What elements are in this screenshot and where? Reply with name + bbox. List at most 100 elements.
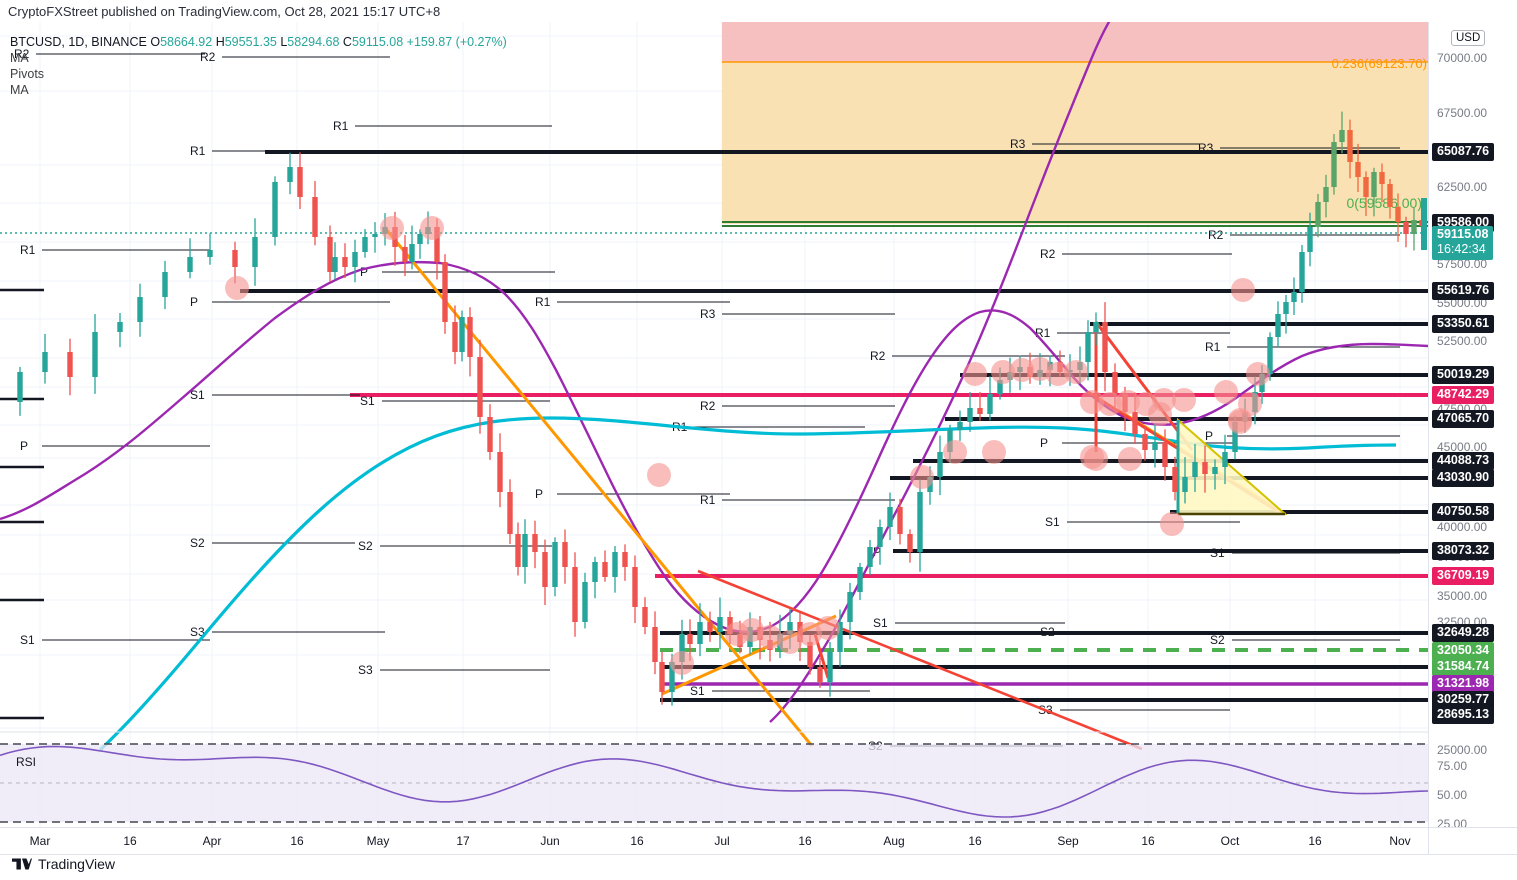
candle-body xyxy=(867,547,873,567)
candle-body xyxy=(687,634,693,644)
candle-body xyxy=(997,380,1003,394)
price-gridline-tick: 57500.00 xyxy=(1437,257,1488,271)
signal-marker[interactable] xyxy=(963,362,987,386)
candle-body xyxy=(452,322,458,352)
candle-body xyxy=(352,252,358,267)
signal-marker[interactable] xyxy=(1231,278,1255,302)
signal-marker[interactable] xyxy=(1160,512,1184,536)
signal-marker[interactable] xyxy=(1064,360,1088,384)
signal-marker[interactable] xyxy=(1098,392,1122,416)
pivot-label: R2 xyxy=(14,47,30,61)
price-level-tag[interactable]: 44088.73 xyxy=(1432,452,1495,470)
signal-marker[interactable] xyxy=(725,622,749,646)
rsi-subpane: RSI xyxy=(0,731,1428,823)
price-level-tag[interactable]: 40750.58 xyxy=(1432,503,1495,521)
candle-body xyxy=(707,622,713,632)
pivot-label: S1 xyxy=(873,616,888,630)
candle-body xyxy=(372,234,378,237)
candle-body xyxy=(937,452,943,477)
candle-body xyxy=(562,542,568,567)
rsi-label: RSI xyxy=(16,755,36,769)
pivot-lines-layer: R2 R2 R1 R1 R1 P R1 P R3 R1 R2 R1 R3 R3 R2 R2 S1 S1 R2 R1 P P… xyxy=(14,47,1400,753)
candle-body xyxy=(187,257,193,272)
signal-marker[interactable] xyxy=(1118,447,1142,471)
signal-marker[interactable] xyxy=(778,630,802,654)
candle-body xyxy=(1232,422,1238,452)
price-level-tag[interactable]: 48742.29 xyxy=(1432,386,1495,404)
pivot-label: R1 xyxy=(20,243,36,257)
signal-marker[interactable] xyxy=(1046,362,1070,386)
signal-marker[interactable] xyxy=(1084,447,1108,471)
signal-marker[interactable] xyxy=(816,616,840,640)
pivot-label: P xyxy=(1205,429,1213,443)
time-axis-tick: May xyxy=(366,834,390,848)
rsi-axis-tick: 75.00 xyxy=(1437,759,1468,773)
candle-body xyxy=(532,534,538,552)
time-axis-tick: 16 xyxy=(798,834,812,848)
signal-marker[interactable] xyxy=(420,216,444,240)
signal-marker[interactable] xyxy=(670,651,694,675)
candle-body xyxy=(1275,314,1281,337)
signal-marker[interactable] xyxy=(380,216,404,240)
price-level-tag[interactable]: 30259.77 xyxy=(1432,691,1495,709)
candle-body xyxy=(847,592,853,622)
candle-body xyxy=(1347,130,1353,162)
signal-marker[interactable] xyxy=(1116,390,1140,414)
time-axis-tick: 16 xyxy=(1308,834,1322,848)
price-level-tag[interactable]: 43030.90 xyxy=(1432,469,1495,487)
signal-marker[interactable] xyxy=(758,625,782,649)
candle-body xyxy=(1299,252,1305,292)
price-level-tag[interactable]: 31321.98 xyxy=(1432,675,1495,693)
candle-body xyxy=(117,322,123,332)
candle-body xyxy=(487,417,493,452)
signal-marker[interactable] xyxy=(910,465,934,489)
pivot-label: R1 xyxy=(333,119,349,133)
price-level-tag[interactable]: 47065.70 xyxy=(1432,410,1495,428)
pivot-label: P xyxy=(360,265,368,279)
pivot-label: R2 xyxy=(1040,247,1056,261)
signal-marker[interactable] xyxy=(225,276,249,300)
signal-marker[interactable] xyxy=(1172,388,1196,412)
price-level-tag[interactable]: 65087.76 xyxy=(1432,143,1495,161)
current-price-tag[interactable]: 59115.08 16:42:34 xyxy=(1432,226,1494,260)
candle-body xyxy=(697,622,703,644)
time-axis[interactable]: Mar 16 Apr 16 May 17 Jun 16 Jul 16 Aug 16 Sep 16 Oct 16… xyxy=(0,827,1428,855)
price-level-tag[interactable]: 38073.32 xyxy=(1432,542,1495,560)
signal-marker[interactable] xyxy=(647,463,671,487)
signal-marker[interactable] xyxy=(991,360,1015,384)
time-axis-tick: 16 xyxy=(1141,834,1155,848)
pivot-label: R2 xyxy=(700,399,716,413)
price-level-tag[interactable]: 32050.34 xyxy=(1432,642,1495,660)
signal-marker[interactable] xyxy=(1080,390,1104,414)
signal-marker[interactable] xyxy=(943,440,967,464)
price-level-tag[interactable]: 36709.19 xyxy=(1432,567,1495,585)
fibonacci-zone: 0.236(69123.70) 0(59586.00) xyxy=(722,22,1428,227)
price-axis[interactable]: USD 70000.0067500.0062500.0060000.005750… xyxy=(1428,22,1517,831)
candle-body xyxy=(17,372,23,402)
signal-marker[interactable] xyxy=(982,440,1006,464)
pivot-label: R2 xyxy=(870,349,886,363)
signal-marker[interactable] xyxy=(1238,392,1262,416)
signal-marker[interactable] xyxy=(1148,402,1172,426)
signal-marker[interactable] xyxy=(1028,357,1052,381)
chart-pane[interactable]: 0.236(69123.70) 0(59586.00) xyxy=(0,22,1428,827)
price-level-tag[interactable]: 55619.76 xyxy=(1432,282,1495,300)
price-level-tag[interactable]: 50019.29 xyxy=(1432,366,1495,384)
signal-marker[interactable] xyxy=(1010,358,1034,382)
candle-body xyxy=(1222,452,1228,467)
price-level-tag[interactable]: 28695.13 xyxy=(1432,706,1495,724)
candle-body xyxy=(1371,172,1377,197)
price-level-tag[interactable]: 53350.61 xyxy=(1432,315,1495,333)
candle-body xyxy=(1085,332,1091,362)
signal-marker[interactable] xyxy=(1228,410,1252,434)
time-axis-tick: 16 xyxy=(290,834,304,848)
time-axis-tick: Mar xyxy=(29,834,51,848)
pivot-label: R2 xyxy=(1208,228,1224,242)
candle-body xyxy=(434,227,440,262)
price-gridline-tick: 52500.00 xyxy=(1437,334,1488,348)
price-level-tag[interactable]: 31584.74 xyxy=(1432,658,1495,676)
candle-body xyxy=(327,237,333,272)
price-level-tag[interactable]: 32649.28 xyxy=(1432,624,1495,642)
signal-marker[interactable] xyxy=(1246,362,1270,386)
signal-marker[interactable] xyxy=(1214,380,1238,404)
